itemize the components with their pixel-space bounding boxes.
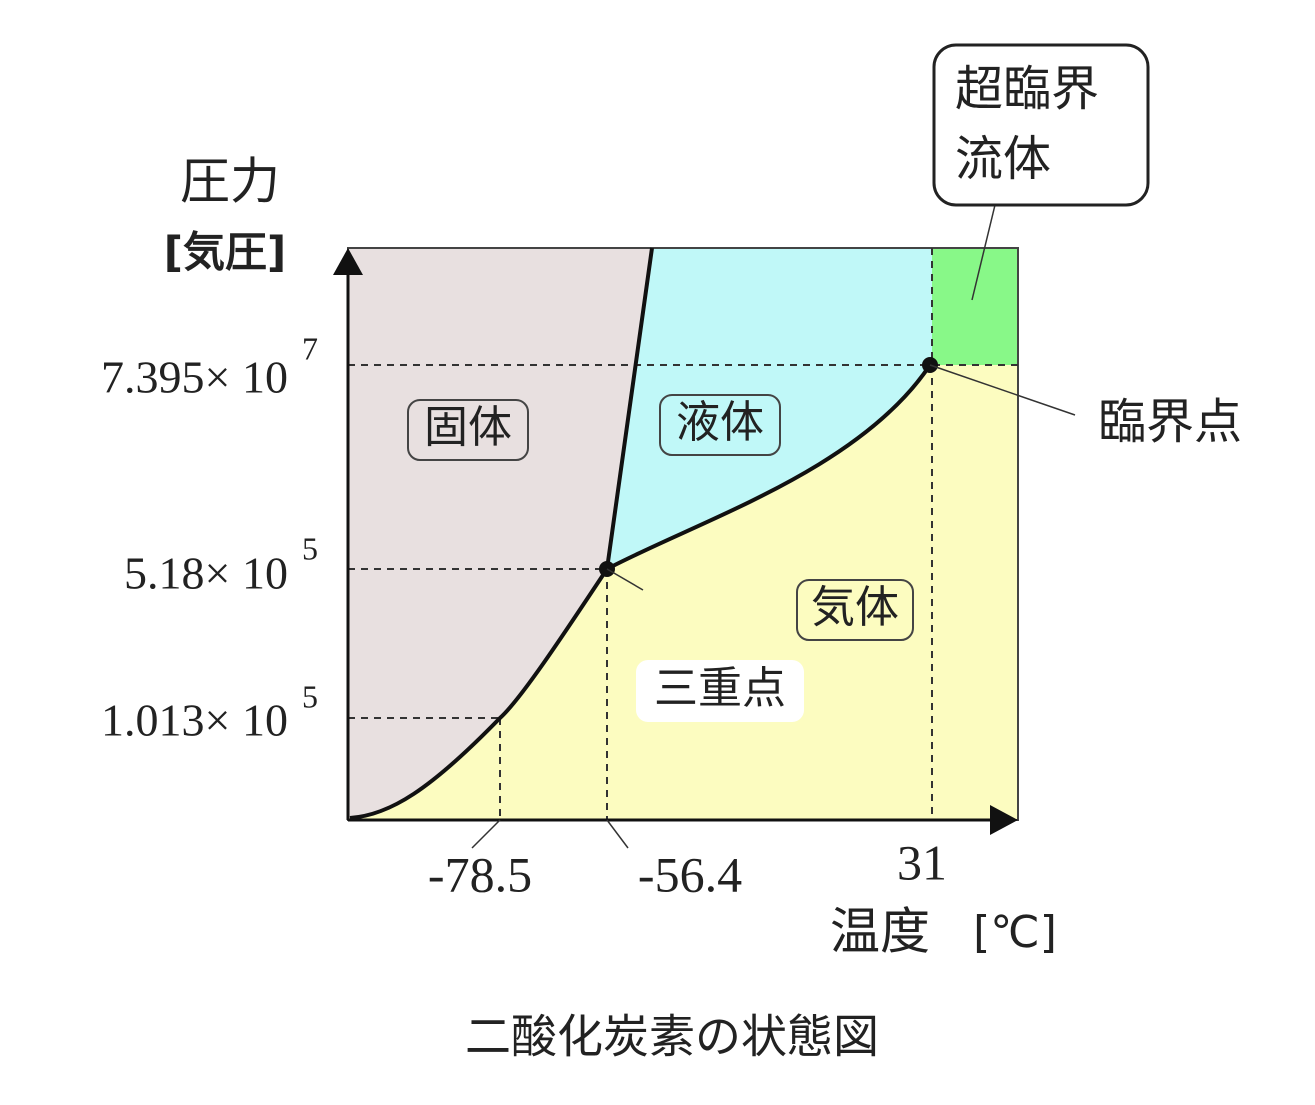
caption: 二酸化炭素の状態図 xyxy=(465,1010,879,1064)
y-label: 圧力 xyxy=(180,153,280,211)
leader xyxy=(971,204,996,301)
y-tick-exponent: 5 xyxy=(302,678,318,714)
x-tick-label: 31 xyxy=(897,834,947,890)
label-box xyxy=(407,399,529,461)
gas-region xyxy=(348,365,1018,820)
x-unit: [℃] xyxy=(973,907,1057,958)
leader xyxy=(606,568,644,591)
label-box xyxy=(636,660,804,722)
supercritical-label: 超臨界 xyxy=(955,61,1099,117)
x-arrow xyxy=(990,805,1018,835)
supercritical-label: 流体 xyxy=(955,131,1051,187)
solid-region xyxy=(348,248,652,820)
y-unit: [気圧] xyxy=(164,228,286,277)
leader xyxy=(471,819,501,849)
leader xyxy=(929,364,1076,416)
label-box xyxy=(932,43,1150,207)
y-tick-exponent: 7 xyxy=(302,330,318,366)
critical-point-label: 臨界点 xyxy=(1098,394,1242,450)
x-label: 温度 xyxy=(830,903,930,961)
label-box xyxy=(796,579,914,641)
liquid-label: 液体 xyxy=(676,397,764,448)
solid-label: 固体 xyxy=(424,402,512,453)
triple-point-label: 三重点 xyxy=(654,663,786,714)
y-tick-exponent: 5 xyxy=(302,530,318,566)
x-tick-label: -78.5 xyxy=(428,846,532,902)
liquid-region xyxy=(607,248,932,569)
phase-boundaries xyxy=(349,247,932,820)
supercritical-region xyxy=(932,248,1018,365)
y-tick-label: 5.18× 10 xyxy=(124,548,288,599)
label-box xyxy=(659,394,781,456)
leader xyxy=(606,819,629,849)
y-tick-label: 1.013× 10 xyxy=(101,695,288,746)
x-tick-label: -56.4 xyxy=(638,846,742,902)
y-arrow xyxy=(333,248,363,275)
gas-label: 気体 xyxy=(811,582,899,633)
y-tick-label: 7.395× 10 xyxy=(101,352,288,403)
